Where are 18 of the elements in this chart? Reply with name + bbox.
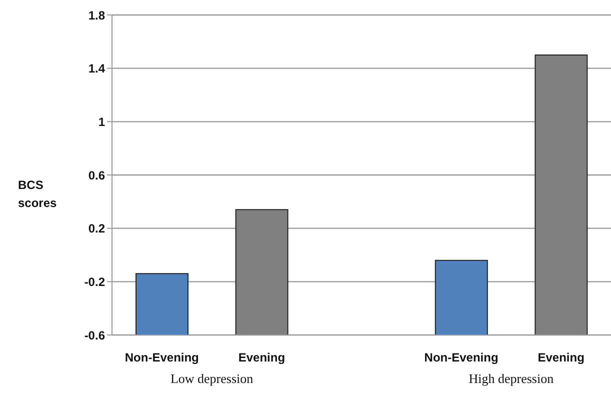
y-tick-label: 0.2: [88, 222, 106, 236]
bar: [534, 54, 588, 335]
y-axis-title: BCS scores: [18, 177, 58, 212]
y-tick-label: -0.6: [84, 328, 106, 342]
text: High depression: [468, 371, 555, 387]
x-tick-label: Non-Evening: [124, 350, 199, 365]
x-tick-label: Evening: [538, 350, 584, 365]
y-tick-label: -0.2: [84, 274, 106, 289]
bar: [136, 273, 188, 335]
text: Low depression: [169, 371, 254, 387]
y-tick-label: 1.8: [88, 8, 106, 22]
y-tick-label: 1.4: [88, 62, 106, 76]
x-tick-label: Evening: [238, 350, 286, 365]
y-tick-label: 1: [98, 114, 106, 129]
y-tick-label: 0.6: [88, 168, 106, 182]
bar: [434, 260, 488, 335]
bar: [235, 209, 288, 335]
x-tick-label: Non-Evening: [424, 350, 498, 365]
